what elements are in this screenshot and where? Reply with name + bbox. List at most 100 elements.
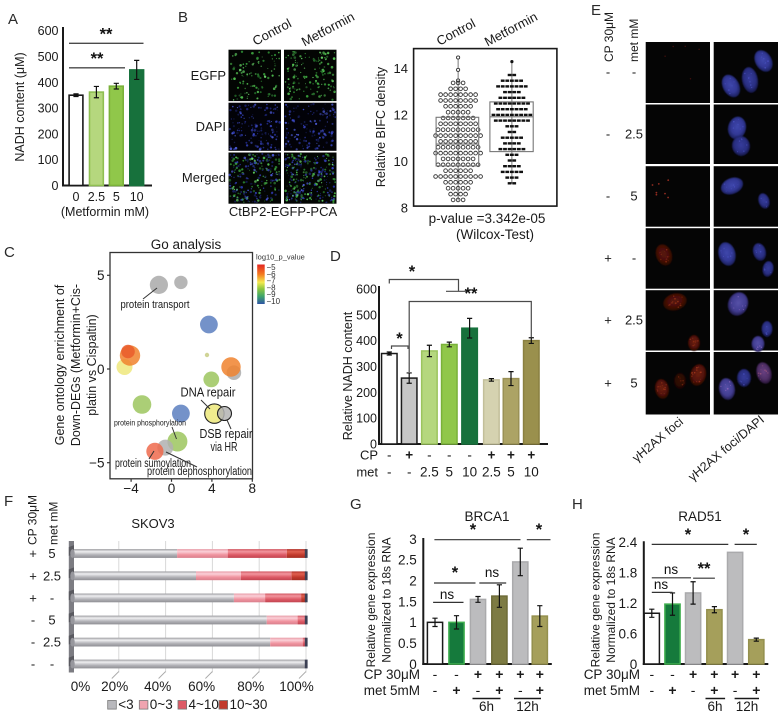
svg-text:+: + bbox=[604, 250, 612, 265]
svg-text:8: 8 bbox=[249, 481, 257, 496]
svg-text:5: 5 bbox=[97, 268, 105, 283]
svg-text:-: - bbox=[50, 590, 54, 605]
svg-text:p-value =3.342e-05: p-value =3.342e-05 bbox=[429, 211, 546, 226]
svg-text:C: C bbox=[4, 244, 15, 261]
svg-text:12h: 12h bbox=[516, 699, 539, 714]
svg-text:+: + bbox=[405, 448, 413, 463]
svg-text:500: 500 bbox=[356, 308, 377, 322]
svg-text:2.5: 2.5 bbox=[625, 312, 643, 327]
svg-text:Go analysis: Go analysis bbox=[151, 237, 222, 252]
svg-text:-: - bbox=[467, 448, 472, 463]
svg-text:via HR: via HR bbox=[211, 440, 238, 454]
svg-text:2.5: 2.5 bbox=[420, 465, 439, 480]
svg-text:+: + bbox=[710, 666, 718, 682]
svg-text:F: F bbox=[4, 493, 13, 510]
svg-text:CP 30μM: CP 30μM bbox=[584, 667, 640, 682]
svg-text:*: * bbox=[452, 564, 459, 582]
svg-text:-: - bbox=[606, 188, 610, 203]
svg-text:100: 100 bbox=[356, 412, 377, 426]
svg-text:*: * bbox=[409, 263, 416, 281]
svg-text:protein transport: protein transport bbox=[121, 299, 190, 311]
svg-text:Relative gene expression: Relative gene expression bbox=[589, 533, 603, 668]
svg-text:-: - bbox=[733, 682, 738, 698]
svg-text:1.5: 1.5 bbox=[398, 594, 417, 609]
svg-text:−8: −8 bbox=[267, 283, 277, 292]
svg-text:0: 0 bbox=[630, 657, 638, 672]
svg-text:5: 5 bbox=[446, 465, 454, 480]
svg-text:10: 10 bbox=[524, 465, 539, 480]
svg-text:60%: 60% bbox=[188, 679, 215, 694]
svg-text:10: 10 bbox=[130, 190, 144, 204]
svg-text:600: 600 bbox=[38, 24, 59, 38]
svg-text:+: + bbox=[668, 682, 676, 698]
svg-text:Relative NADH content: Relative NADH content bbox=[341, 311, 355, 440]
svg-text:Normalized to 18s RNA: Normalized to 18s RNA bbox=[604, 537, 618, 662]
svg-text:G: G bbox=[350, 496, 362, 513]
svg-text:5: 5 bbox=[630, 188, 637, 203]
svg-text:2.4: 2.4 bbox=[619, 535, 638, 550]
svg-text:300: 300 bbox=[356, 360, 377, 374]
svg-text:NADH content (μM): NADH content (μM) bbox=[13, 52, 27, 161]
svg-text:3: 3 bbox=[409, 532, 417, 547]
svg-text:500: 500 bbox=[38, 50, 59, 64]
svg-text:-: - bbox=[518, 682, 523, 698]
svg-text:5: 5 bbox=[507, 465, 515, 480]
svg-text:2.5: 2.5 bbox=[43, 635, 61, 650]
svg-text:-: - bbox=[632, 65, 636, 80]
svg-text:EGFP: EGFP bbox=[191, 68, 226, 83]
svg-text:CP 30μM: CP 30μM bbox=[26, 495, 40, 545]
svg-text:+: + bbox=[752, 666, 760, 682]
svg-text:+: + bbox=[710, 682, 718, 698]
svg-text:0~3: 0~3 bbox=[150, 697, 173, 712]
svg-text:-: - bbox=[691, 682, 696, 698]
svg-text:platin vs Cispaltin): platin vs Cispaltin) bbox=[85, 314, 99, 415]
svg-text:0.6: 0.6 bbox=[619, 626, 638, 641]
svg-text:0: 0 bbox=[409, 657, 417, 672]
svg-text:+: + bbox=[29, 568, 37, 583]
svg-text:4~10: 4~10 bbox=[189, 697, 219, 712]
svg-text:met: met bbox=[356, 465, 378, 480]
svg-text:-: - bbox=[31, 657, 35, 672]
svg-text:−10: −10 bbox=[267, 297, 281, 306]
svg-text:RAD51: RAD51 bbox=[678, 509, 722, 524]
svg-text:4: 4 bbox=[208, 481, 216, 496]
svg-text:2.5: 2.5 bbox=[398, 553, 417, 568]
svg-text:**: ** bbox=[100, 26, 113, 44]
svg-text:Gene ontology enrichment of: Gene ontology enrichment of bbox=[53, 284, 67, 445]
svg-text:+: + bbox=[604, 375, 612, 390]
svg-text:*: * bbox=[536, 521, 543, 539]
svg-text:*: * bbox=[396, 330, 403, 348]
svg-text:10: 10 bbox=[462, 465, 477, 480]
svg-text:ns: ns bbox=[440, 587, 455, 602]
svg-text:-: - bbox=[649, 666, 654, 682]
svg-text:14: 14 bbox=[394, 61, 408, 76]
svg-text:+: + bbox=[495, 666, 503, 682]
svg-text:-: - bbox=[387, 448, 392, 463]
svg-text:100%: 100% bbox=[279, 679, 314, 694]
svg-text:8: 8 bbox=[401, 200, 408, 215]
svg-text:6h: 6h bbox=[479, 699, 494, 714]
svg-text:1.8: 1.8 bbox=[619, 565, 638, 580]
svg-text:H: H bbox=[572, 496, 583, 513]
svg-text:ns: ns bbox=[485, 565, 500, 580]
svg-text:**: ** bbox=[91, 50, 104, 68]
svg-text:+: + bbox=[29, 546, 37, 561]
svg-text:-: - bbox=[649, 682, 654, 698]
svg-text:−6: −6 bbox=[267, 270, 277, 279]
svg-text:DAPI: DAPI bbox=[196, 119, 226, 134]
svg-text:+: + bbox=[507, 448, 515, 463]
svg-text:*: * bbox=[470, 521, 477, 539]
svg-text:*: * bbox=[685, 526, 692, 544]
svg-text:5: 5 bbox=[48, 613, 55, 628]
svg-text:+: + bbox=[536, 682, 544, 698]
svg-text:100: 100 bbox=[38, 153, 59, 167]
svg-text:A: A bbox=[8, 11, 18, 28]
svg-text:E: E bbox=[591, 2, 601, 19]
svg-text:5: 5 bbox=[48, 546, 55, 561]
svg-text:+: + bbox=[731, 666, 739, 682]
svg-text:2.5: 2.5 bbox=[482, 465, 501, 480]
svg-text:log10_p_value: log10_p_value bbox=[256, 253, 305, 262]
svg-text:-: - bbox=[670, 666, 675, 682]
svg-text:6h: 6h bbox=[707, 699, 722, 714]
svg-text:−9: −9 bbox=[267, 290, 277, 299]
